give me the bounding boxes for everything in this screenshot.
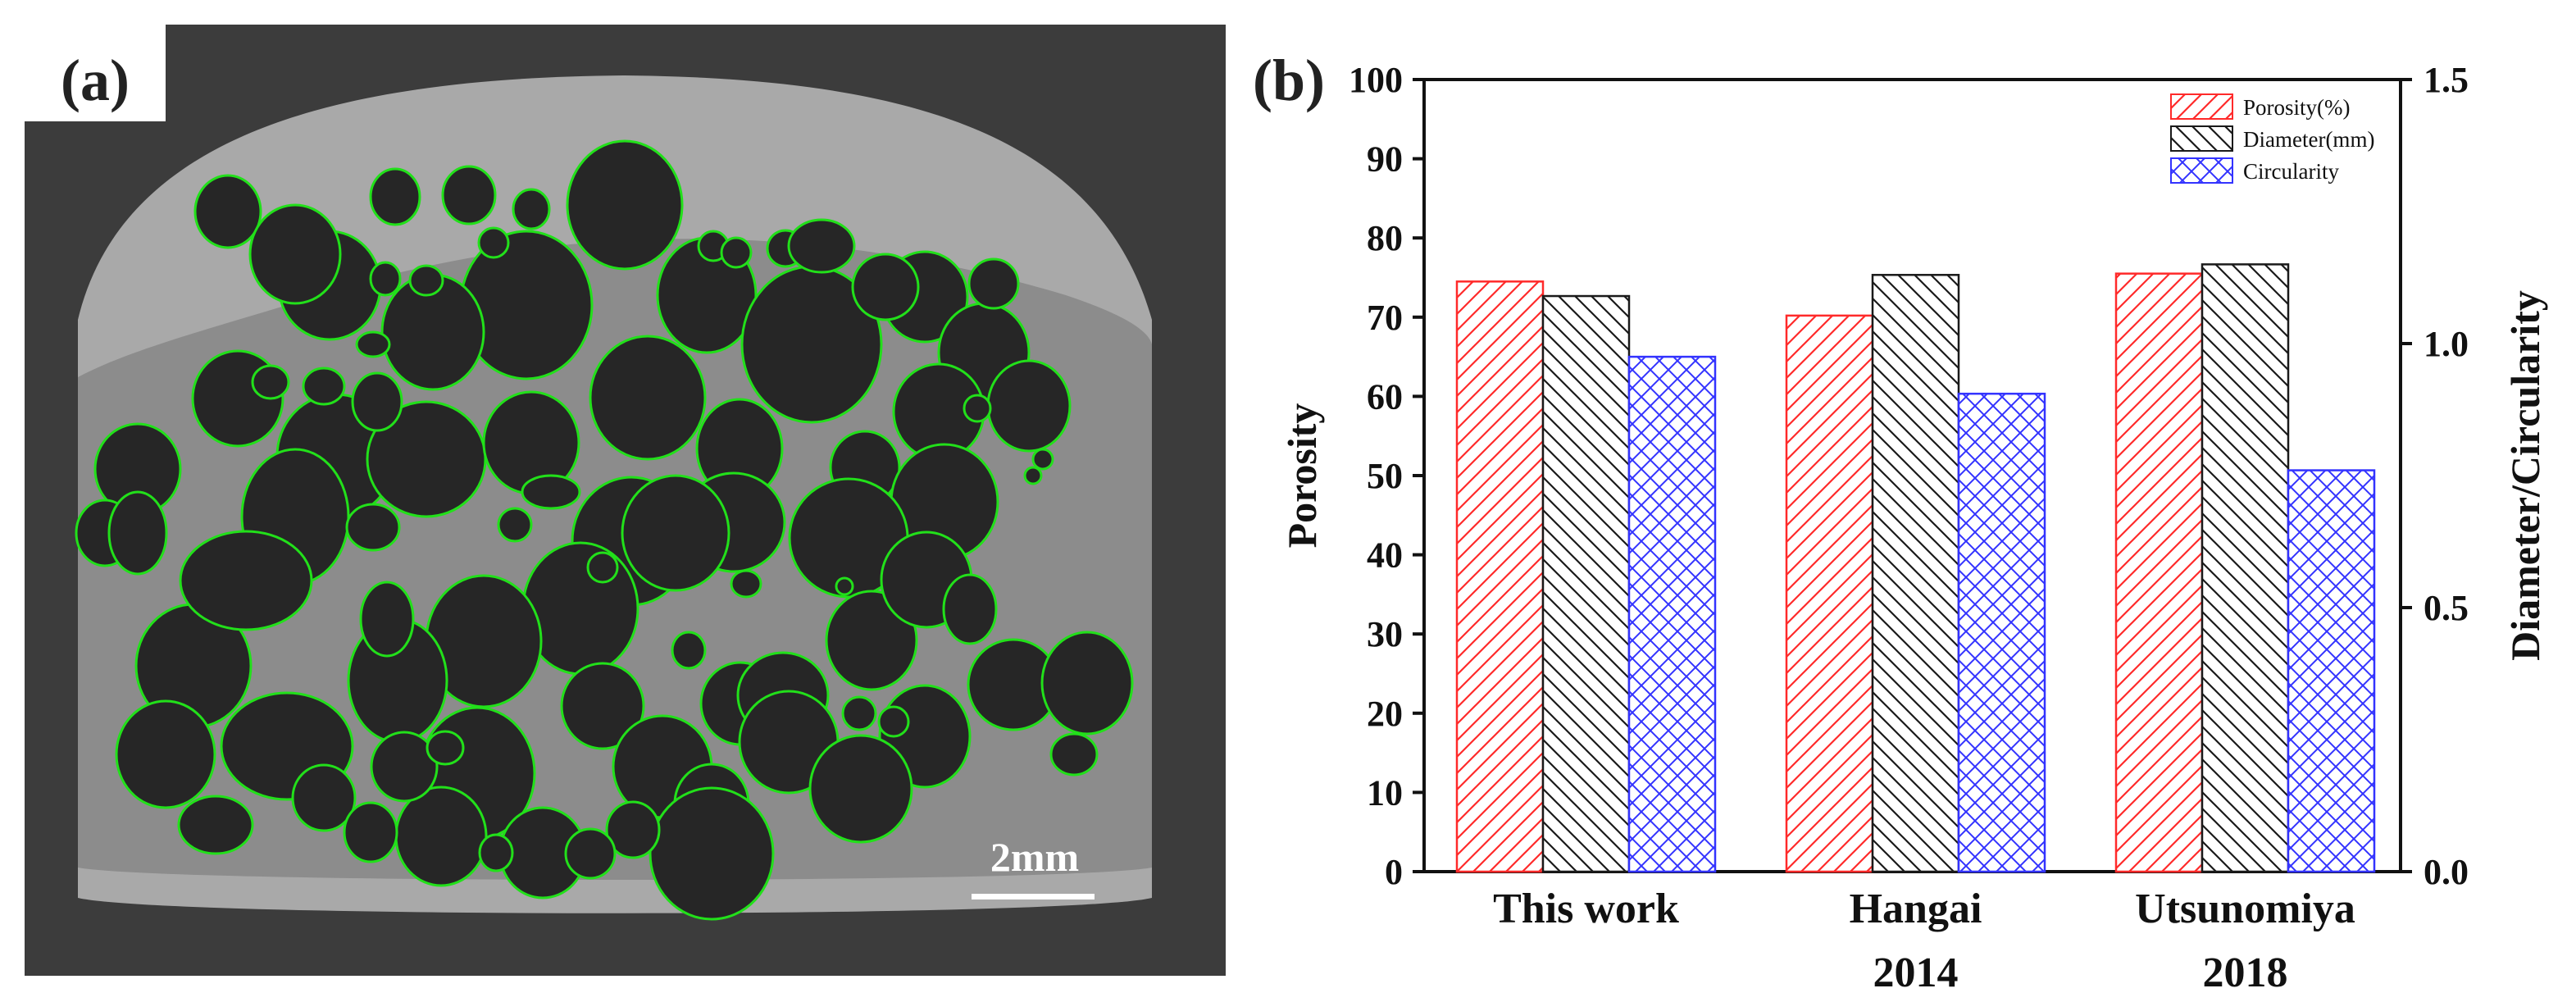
micrograph-panel: (a) 2mm bbox=[25, 25, 1226, 976]
pore bbox=[459, 230, 594, 380]
bar-porosity-0 bbox=[1455, 280, 1545, 873]
legend-label: Diameter(mm) bbox=[2243, 127, 2374, 152]
scale-bar bbox=[972, 894, 1095, 900]
bar-porosity-1 bbox=[1785, 314, 1874, 873]
bar-diameter-0 bbox=[1541, 294, 1631, 873]
bar-diameter-1 bbox=[1871, 274, 1960, 873]
left-tick-label: 50 bbox=[1367, 456, 1403, 496]
panel-b-label: (b) bbox=[1253, 48, 1325, 113]
pore bbox=[369, 167, 421, 226]
pore bbox=[291, 763, 357, 832]
pore bbox=[1023, 466, 1043, 485]
category-label: This work bbox=[1493, 886, 1679, 932]
bar-chart-panel: (b) 0 10 20 30 40 50 60 70 80 90 100 0.0 0.5 1.0 1.5 Po… bbox=[1253, 48, 2548, 996]
pore bbox=[877, 705, 910, 738]
bar-porosity-2 bbox=[2114, 272, 2204, 873]
pore bbox=[566, 139, 684, 271]
pore bbox=[408, 264, 444, 297]
category-label: Hangai bbox=[1850, 886, 1982, 932]
right-axis-title: Diameter/Circularity bbox=[2502, 290, 2548, 661]
left-tick-label: 90 bbox=[1367, 139, 1403, 180]
pore bbox=[248, 203, 342, 305]
left-tick-label: 80 bbox=[1367, 218, 1403, 258]
pore bbox=[426, 730, 465, 766]
pore bbox=[963, 394, 992, 423]
panel-a-label-box bbox=[25, 25, 166, 121]
pore bbox=[355, 330, 391, 358]
pore bbox=[193, 174, 262, 249]
bar-diameter-2 bbox=[2201, 263, 2290, 873]
left-axis-title: Porosity bbox=[1279, 403, 1325, 549]
pore bbox=[621, 474, 730, 592]
pore bbox=[370, 731, 439, 803]
pore bbox=[497, 507, 533, 543]
pore bbox=[967, 257, 1020, 310]
pore-outlines bbox=[75, 139, 1134, 921]
right-tick-label: 0.0 bbox=[2424, 852, 2469, 892]
pore bbox=[720, 236, 753, 269]
left-tick-label: 20 bbox=[1367, 694, 1403, 734]
right-tick-label: 1.5 bbox=[2424, 60, 2469, 100]
left-tick-label: 0 bbox=[1385, 852, 1403, 892]
pore bbox=[586, 551, 619, 584]
pore bbox=[649, 786, 775, 921]
left-tick-label: 70 bbox=[1367, 298, 1403, 338]
bar-circularity-1 bbox=[1957, 392, 2046, 873]
legend-label: Porosity(%) bbox=[2243, 95, 2351, 120]
left-tick-label: 30 bbox=[1367, 614, 1403, 654]
category-label: 2018 bbox=[2203, 950, 2288, 996]
pore bbox=[1031, 448, 1054, 471]
pore bbox=[808, 734, 913, 844]
category-label: 2014 bbox=[1873, 950, 1959, 996]
bar-circularity-0 bbox=[1627, 355, 1717, 873]
pore bbox=[478, 833, 514, 872]
pore bbox=[343, 801, 398, 863]
pore bbox=[605, 800, 661, 859]
pore bbox=[851, 253, 920, 321]
scale-bar-label: 2mm bbox=[990, 834, 1079, 880]
pore bbox=[115, 699, 216, 809]
pore bbox=[351, 371, 403, 432]
pore bbox=[521, 474, 581, 510]
pore bbox=[942, 573, 998, 645]
pore bbox=[359, 581, 415, 658]
pore bbox=[477, 226, 510, 259]
legend-swatch bbox=[2170, 125, 2233, 152]
pore bbox=[589, 335, 707, 461]
pore bbox=[251, 364, 290, 400]
pore bbox=[671, 631, 707, 670]
left-tick-label: 10 bbox=[1367, 772, 1403, 813]
pore bbox=[369, 261, 402, 297]
left-tick-label: 40 bbox=[1367, 535, 1403, 576]
pore bbox=[1049, 732, 1099, 777]
pore bbox=[560, 662, 645, 750]
pore bbox=[441, 165, 497, 225]
bar-circularity-2 bbox=[2287, 469, 2376, 873]
legend-label: Circularity bbox=[2243, 159, 2339, 184]
pore bbox=[986, 359, 1072, 453]
pore bbox=[841, 695, 877, 731]
category-label: Utsunomiya bbox=[2135, 886, 2355, 932]
legend-swatch bbox=[2170, 93, 2233, 120]
pore bbox=[825, 590, 918, 691]
panel-a-label: (a) bbox=[61, 48, 130, 113]
pore bbox=[179, 530, 313, 631]
right-tick-label: 1.0 bbox=[2424, 324, 2469, 364]
pore bbox=[835, 576, 854, 596]
pore bbox=[177, 795, 254, 855]
pore bbox=[730, 569, 762, 599]
legend-swatch bbox=[2170, 157, 2233, 184]
pore bbox=[107, 490, 168, 576]
right-tick-label: 0.5 bbox=[2424, 588, 2469, 628]
left-tick-label: 60 bbox=[1367, 376, 1403, 417]
bar-chart: 0 10 20 30 40 50 60 70 80 90 100 0.0 0.5 1.0 1.5 Porosi… bbox=[1279, 60, 2548, 996]
pore bbox=[787, 218, 856, 274]
left-tick-label: 100 bbox=[1349, 60, 1403, 100]
pore bbox=[512, 188, 551, 230]
pore bbox=[302, 367, 346, 406]
pore bbox=[345, 503, 401, 552]
pore bbox=[1040, 631, 1134, 736]
pore bbox=[564, 827, 617, 880]
